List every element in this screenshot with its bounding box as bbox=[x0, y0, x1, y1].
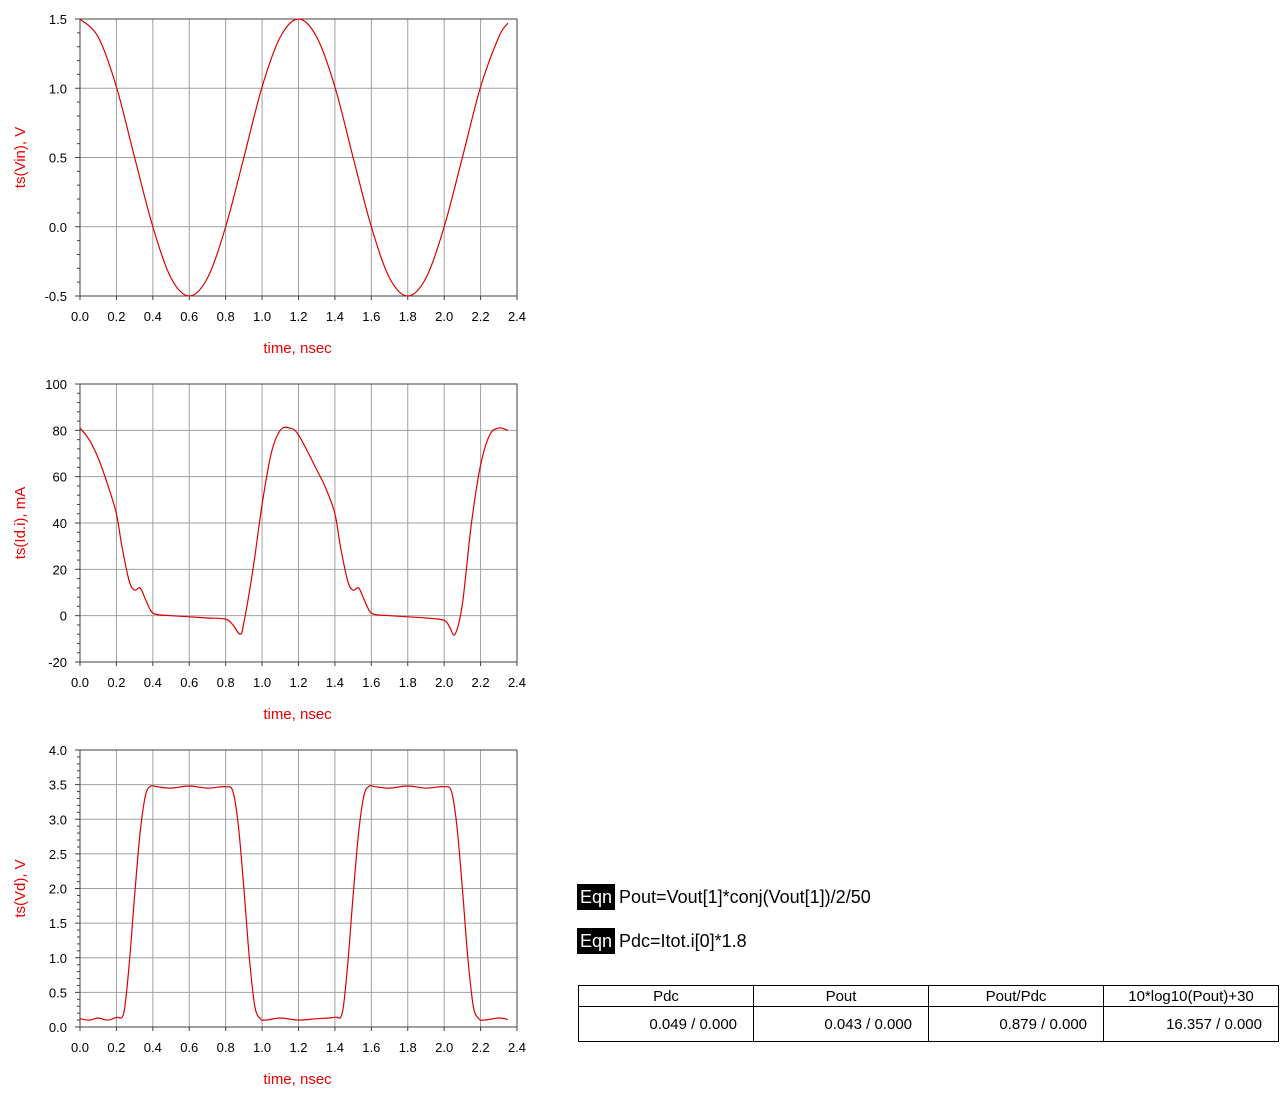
x-tick-label: 2.2 bbox=[472, 1040, 490, 1055]
y-tick-label: 60 bbox=[53, 470, 67, 485]
x-tick-label: 0.6 bbox=[180, 1040, 198, 1055]
x-tick-label: 0.6 bbox=[180, 675, 198, 690]
x-tick-label: 1.2 bbox=[289, 675, 307, 690]
x-tick-label: 1.4 bbox=[326, 1040, 344, 1055]
header-pout-dbm: 10*log10(Pout)+30 bbox=[1103, 985, 1279, 1007]
x-tick-label: 1.6 bbox=[362, 309, 380, 324]
value-pdc: 0.049 / 0.000 bbox=[578, 1006, 754, 1042]
x-tick-label: 2.4 bbox=[508, 309, 526, 324]
x-tick-label: 1.8 bbox=[399, 309, 417, 324]
y-tick-label: 20 bbox=[53, 562, 67, 577]
x-tick-label: 1.6 bbox=[362, 1040, 380, 1055]
y-axis-label: ts(Id.i), mA bbox=[12, 487, 29, 560]
x-tick-label: 0.2 bbox=[107, 1040, 125, 1055]
y-tick-label: -20 bbox=[48, 655, 67, 670]
x-tick-label: 0.8 bbox=[217, 309, 235, 324]
x-axis-label: time, nsec bbox=[263, 340, 332, 357]
x-tick-label: 0.2 bbox=[107, 675, 125, 690]
series-line bbox=[79, 784, 509, 1021]
x-tick-label: 0.4 bbox=[144, 675, 162, 690]
header-pout: Pout bbox=[753, 985, 929, 1007]
results-table: Pdc Pout Pout/Pdc 10*log10(Pout)+30 0.04… bbox=[578, 985, 1279, 1042]
x-tick-label: 2.0 bbox=[435, 1040, 453, 1055]
y-tick-label: 0.0 bbox=[49, 1020, 67, 1035]
header-pdc: Pdc bbox=[578, 985, 754, 1007]
x-tick-label: 0.0 bbox=[71, 675, 89, 690]
y-tick-label: 1.0 bbox=[49, 81, 67, 96]
plot-frame bbox=[79, 749, 518, 1028]
x-tick-label: 0.0 bbox=[71, 1040, 89, 1055]
equation-pdc[interactable]: Eqn Pdc=Itot.i[0]*1.8 bbox=[577, 928, 747, 954]
chart-2: 0.0 0.2 0.4 0.6 0.8 1.0 1.2 1.4 1.6 1.8 2.0 2.2 2.4 -… bbox=[12, 377, 526, 723]
x-tick-label: 0.2 bbox=[107, 309, 125, 324]
eqn-tag: Eqn bbox=[577, 928, 616, 954]
header-efficiency: Pout/Pdc bbox=[928, 985, 1104, 1007]
y-tick-label: 4.0 bbox=[49, 743, 67, 758]
x-tick-label: 1.0 bbox=[253, 1040, 271, 1055]
y-tick-label: 1.5 bbox=[49, 916, 67, 931]
y-tick-label: 40 bbox=[53, 516, 67, 531]
value-efficiency: 0.879 / 0.000 bbox=[928, 1006, 1104, 1042]
y-tick-label: 3.0 bbox=[49, 812, 67, 827]
x-tick-label: 2.0 bbox=[435, 675, 453, 690]
x-tick-label: 0.4 bbox=[144, 309, 162, 324]
y-tick-label: 1.5 bbox=[49, 12, 67, 27]
table-row: 0.049 / 0.000 0.043 / 0.000 0.879 / 0.00… bbox=[578, 1006, 1279, 1042]
value-pout: 0.043 / 0.000 bbox=[753, 1006, 929, 1042]
y-tick-label: 0.5 bbox=[49, 985, 67, 1000]
x-tick-label: 1.0 bbox=[253, 675, 271, 690]
x-tick-label: 1.2 bbox=[289, 309, 307, 324]
x-tick-label: 0.0 bbox=[71, 309, 89, 324]
x-tick-label: 0.8 bbox=[217, 675, 235, 690]
x-tick-label: 1.8 bbox=[399, 675, 417, 690]
x-tick-label: 2.2 bbox=[472, 675, 490, 690]
x-tick-label: 1.6 bbox=[362, 675, 380, 690]
chart-3: 0.0 0.2 0.4 0.6 0.8 1.0 1.2 1.4 1.6 1.8 2.0 2.2 2.4 0… bbox=[12, 743, 526, 1088]
x-axis-label: time, nsec bbox=[263, 1071, 332, 1088]
x-tick-label: 0.6 bbox=[180, 309, 198, 324]
x-tick-label: 2.4 bbox=[508, 1040, 526, 1055]
x-tick-label: 1.4 bbox=[326, 309, 344, 324]
x-tick-label: 1.0 bbox=[253, 309, 271, 324]
y-tick-label: 1.0 bbox=[49, 951, 67, 966]
series-line bbox=[79, 18, 509, 297]
y-tick-label: 2.5 bbox=[49, 847, 67, 862]
x-tick-label: 2.4 bbox=[508, 675, 526, 690]
y-tick-label: -0.5 bbox=[45, 289, 67, 304]
equation-pout[interactable]: Eqn Pout=Vout[1]*conj(Vout[1])/2/50 bbox=[577, 884, 871, 910]
y-axis-label: ts(Vd), V bbox=[12, 859, 29, 917]
value-pout-dbm: 16.357 / 0.000 bbox=[1103, 1006, 1279, 1042]
equation-text: Pout=Vout[1]*conj(Vout[1])/2/50 bbox=[619, 886, 871, 907]
eqn-tag: Eqn bbox=[577, 884, 616, 910]
table-header-row: Pdc Pout Pout/Pdc 10*log10(Pout)+30 bbox=[578, 985, 1279, 1007]
y-tick-label: 100 bbox=[45, 377, 67, 392]
y-tick-label: 2.0 bbox=[49, 882, 67, 897]
series-line bbox=[79, 426, 509, 636]
y-tick-label: 3.5 bbox=[49, 778, 67, 793]
x-tick-label: 0.8 bbox=[217, 1040, 235, 1055]
equation-text: Pdc=Itot.i[0]*1.8 bbox=[619, 930, 747, 951]
y-tick-label: 0.5 bbox=[49, 151, 67, 166]
y-tick-label: 0.0 bbox=[49, 220, 67, 235]
y-tick-label: 80 bbox=[53, 423, 67, 438]
chart-1: 0.0 0.2 0.4 0.6 0.8 1.0 1.2 1.4 1.6 1.8 2.0 2.2 2.4 -… bbox=[12, 12, 526, 357]
x-axis-label: time, nsec bbox=[263, 706, 332, 723]
x-tick-label: 2.2 bbox=[472, 309, 490, 324]
x-tick-label: 1.8 bbox=[399, 1040, 417, 1055]
x-tick-label: 1.2 bbox=[289, 1040, 307, 1055]
plot-frame bbox=[79, 383, 518, 663]
x-tick-label: 1.4 bbox=[326, 675, 344, 690]
x-tick-label: 2.0 bbox=[435, 309, 453, 324]
y-axis-label: ts(Vin), V bbox=[12, 127, 29, 188]
x-tick-label: 0.4 bbox=[144, 1040, 162, 1055]
y-tick-label: 0 bbox=[60, 609, 67, 624]
